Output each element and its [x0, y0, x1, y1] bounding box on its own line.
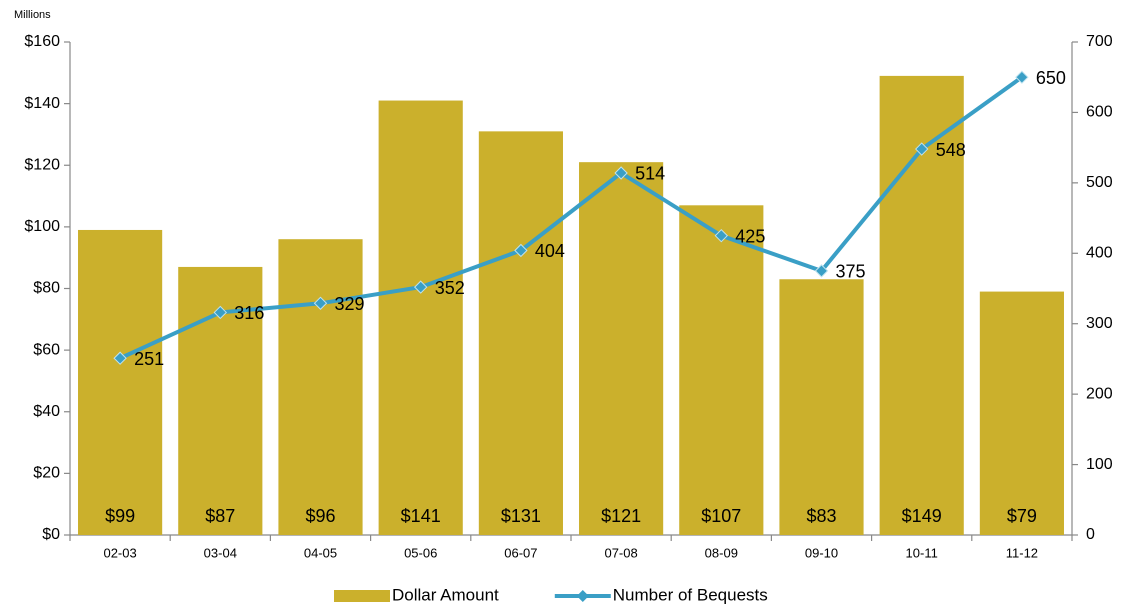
y2-tick-label: 0 — [1086, 526, 1095, 543]
line-value-label: 404 — [535, 241, 565, 261]
y-tick-label: $20 — [33, 465, 60, 482]
line-value-label: 425 — [735, 226, 765, 246]
line-value-label: 650 — [1036, 68, 1066, 88]
line-value-label: 316 — [234, 303, 264, 323]
y-tick-label: $40 — [33, 403, 60, 420]
bar — [378, 100, 463, 535]
line-value-label: 548 — [936, 140, 966, 160]
line-value-label: 375 — [836, 262, 866, 282]
line-value-label: 352 — [435, 278, 465, 298]
line-marker — [313, 296, 328, 310]
bar — [579, 162, 664, 535]
legend-label: Dollar Amount — [392, 585, 499, 604]
y2-tick-label: 200 — [1086, 385, 1113, 402]
y-tick-label: $0 — [42, 526, 60, 543]
bar-value-label: $79 — [1007, 506, 1037, 526]
line-marker — [113, 351, 127, 365]
y2-tick-label: 700 — [1086, 33, 1113, 50]
line-value-label: 329 — [335, 294, 365, 314]
line-value-label: 251 — [134, 349, 164, 369]
x-tick-label: 09-10 — [805, 545, 838, 560]
y-tick-label: $160 — [24, 33, 60, 50]
bar-value-label: $107 — [701, 506, 741, 526]
bar — [979, 291, 1064, 535]
line-marker — [614, 166, 628, 180]
y2-tick-label: 500 — [1086, 174, 1113, 191]
x-tick-label: 05-06 — [404, 545, 437, 560]
bar — [478, 131, 563, 535]
bar-value-label: $131 — [501, 506, 541, 526]
bar-value-label: $96 — [305, 506, 335, 526]
bar — [779, 279, 864, 535]
x-tick-label: 11-12 — [1006, 545, 1038, 560]
x-tick-label: 10-11 — [906, 545, 938, 560]
bar-value-label: $141 — [401, 506, 441, 526]
x-tick-label: 03-04 — [204, 545, 237, 560]
bar-value-label: $121 — [601, 506, 641, 526]
line-marker — [814, 264, 829, 278]
y2-tick-label: 600 — [1086, 104, 1113, 121]
legend-marker — [576, 590, 589, 602]
y2-tick-label: 100 — [1086, 456, 1113, 473]
x-tick-label: 06-07 — [504, 545, 537, 560]
x-tick-label: 07-08 — [604, 545, 637, 560]
bar-value-label: $99 — [105, 506, 135, 526]
legend-swatch — [334, 590, 390, 602]
y-tick-label: $120 — [24, 156, 60, 173]
x-tick-label: 04-05 — [304, 545, 337, 560]
line-marker — [714, 228, 729, 243]
bar-value-label: $83 — [806, 506, 836, 526]
line-marker — [914, 142, 929, 156]
x-tick-label: 02-03 — [103, 545, 136, 560]
y-tick-label: $80 — [33, 280, 60, 297]
bar-value-label: $87 — [205, 506, 235, 526]
y-tick-label: $100 — [24, 218, 60, 235]
y2-tick-label: 400 — [1086, 245, 1113, 262]
line-marker — [213, 305, 228, 320]
legend-label: Number of Bequests — [613, 585, 768, 604]
bar — [679, 205, 764, 535]
x-tick-label: 08-09 — [705, 545, 738, 560]
y-tick-label: $60 — [33, 341, 60, 358]
line-marker — [1015, 70, 1029, 84]
bar — [78, 229, 163, 536]
y-tick-label: $140 — [24, 95, 60, 112]
line — [119, 75, 1024, 361]
line-marker — [413, 280, 428, 294]
bar-value-label: $149 — [902, 506, 942, 526]
bar — [278, 239, 363, 535]
line-value-label: 514 — [635, 164, 665, 184]
line-marker — [514, 243, 528, 258]
y-unit-label: Millions — [14, 9, 51, 21]
y2-tick-label: 300 — [1086, 315, 1113, 332]
